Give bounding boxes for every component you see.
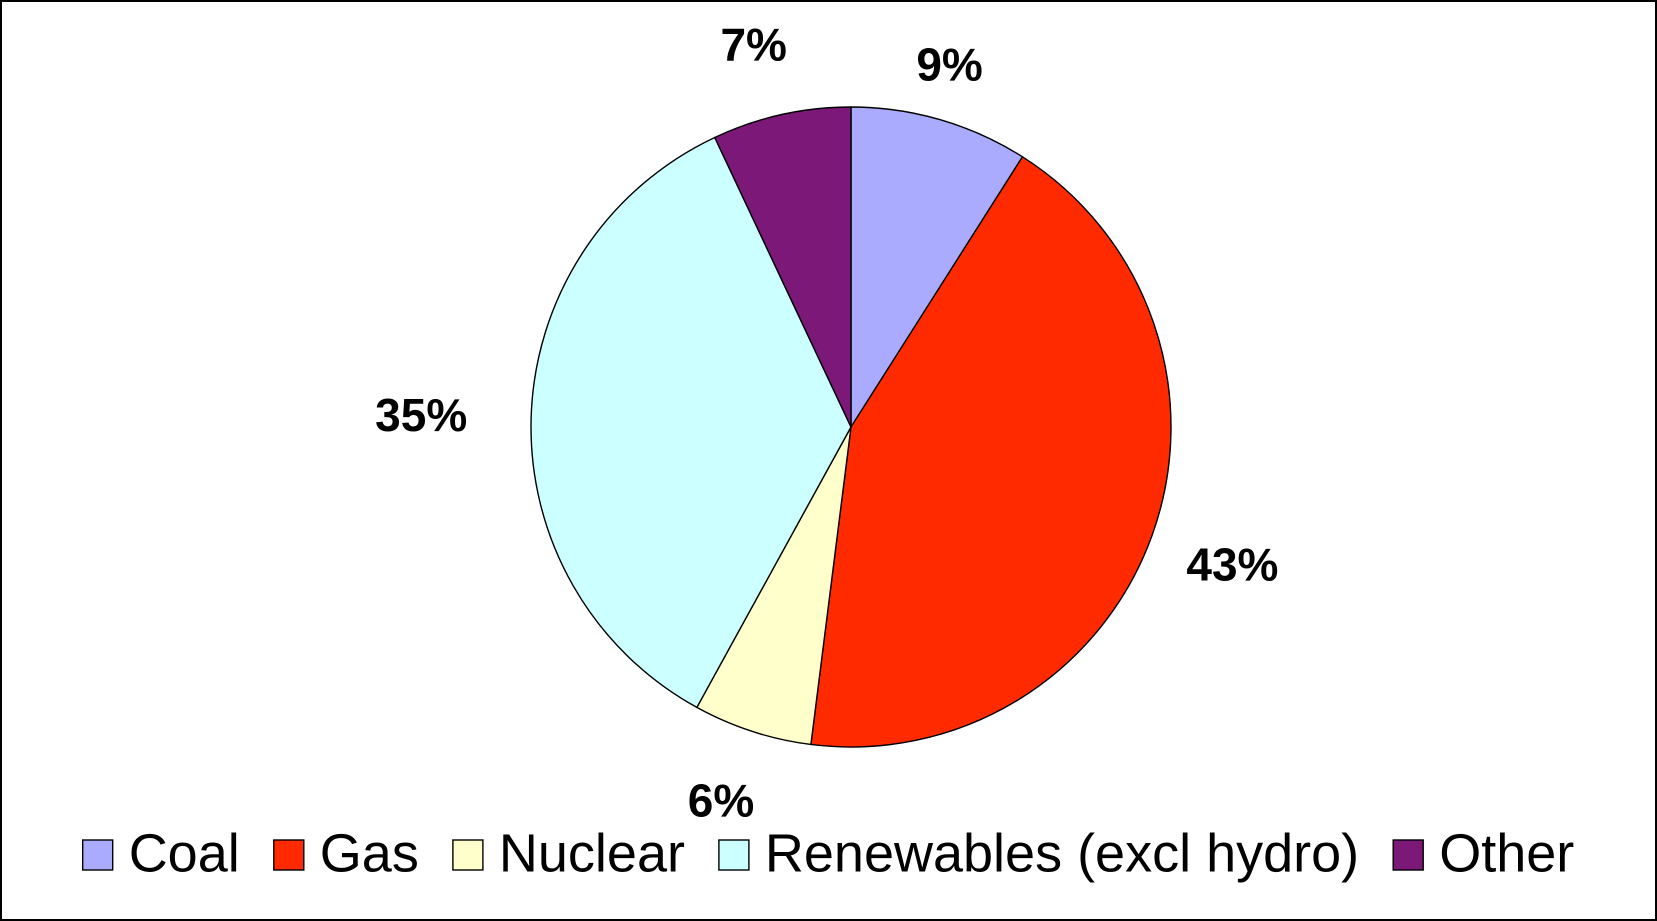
legend-swatch-other xyxy=(1392,839,1424,871)
legend-item-gas: Gas xyxy=(273,823,419,883)
slice-label-coal: 9% xyxy=(916,38,982,90)
pie-slice-other xyxy=(714,106,852,428)
legend-item-renewables-excl-hydro: Renewables (excl hydro) xyxy=(718,823,1359,883)
legend-swatch-gas xyxy=(273,839,305,871)
legend-item-coal: Coal xyxy=(81,823,240,883)
pie-slice-nuclear xyxy=(696,426,852,746)
pie-slice-renewables-excl-hydro xyxy=(530,136,852,709)
legend-label-nuclear: Nuclear xyxy=(499,823,685,883)
slice-labels: 9% 43% 6% 35% 7% xyxy=(375,18,1278,826)
slice-label-other: 7% xyxy=(720,18,786,70)
pie-slice-gas xyxy=(810,156,1172,748)
slice-label-renewables-excl-hydro: 35% xyxy=(375,389,467,441)
legend-swatch-renewables-excl-hydro xyxy=(718,839,750,871)
legend-item-nuclear: Nuclear xyxy=(452,823,685,883)
legend-label-other: Other xyxy=(1439,823,1574,883)
legend-item-other: Other xyxy=(1392,823,1574,883)
slice-label-nuclear: 6% xyxy=(688,774,754,826)
legend-swatch-nuclear xyxy=(452,839,484,871)
legend-label-coal: Coal xyxy=(129,823,240,883)
slice-label-gas: 43% xyxy=(1186,539,1278,591)
legend-label-renewables-excl-hydro: Renewables (excl hydro) xyxy=(765,823,1359,883)
legend: Coal Gas Nuclear Renewables (excl hydro) Oth… xyxy=(81,823,1574,883)
pie-slice-coal xyxy=(850,106,1024,428)
legend-swatch-coal xyxy=(81,839,114,871)
pie-slices xyxy=(530,106,1172,748)
legend-label-gas: Gas xyxy=(320,823,419,883)
